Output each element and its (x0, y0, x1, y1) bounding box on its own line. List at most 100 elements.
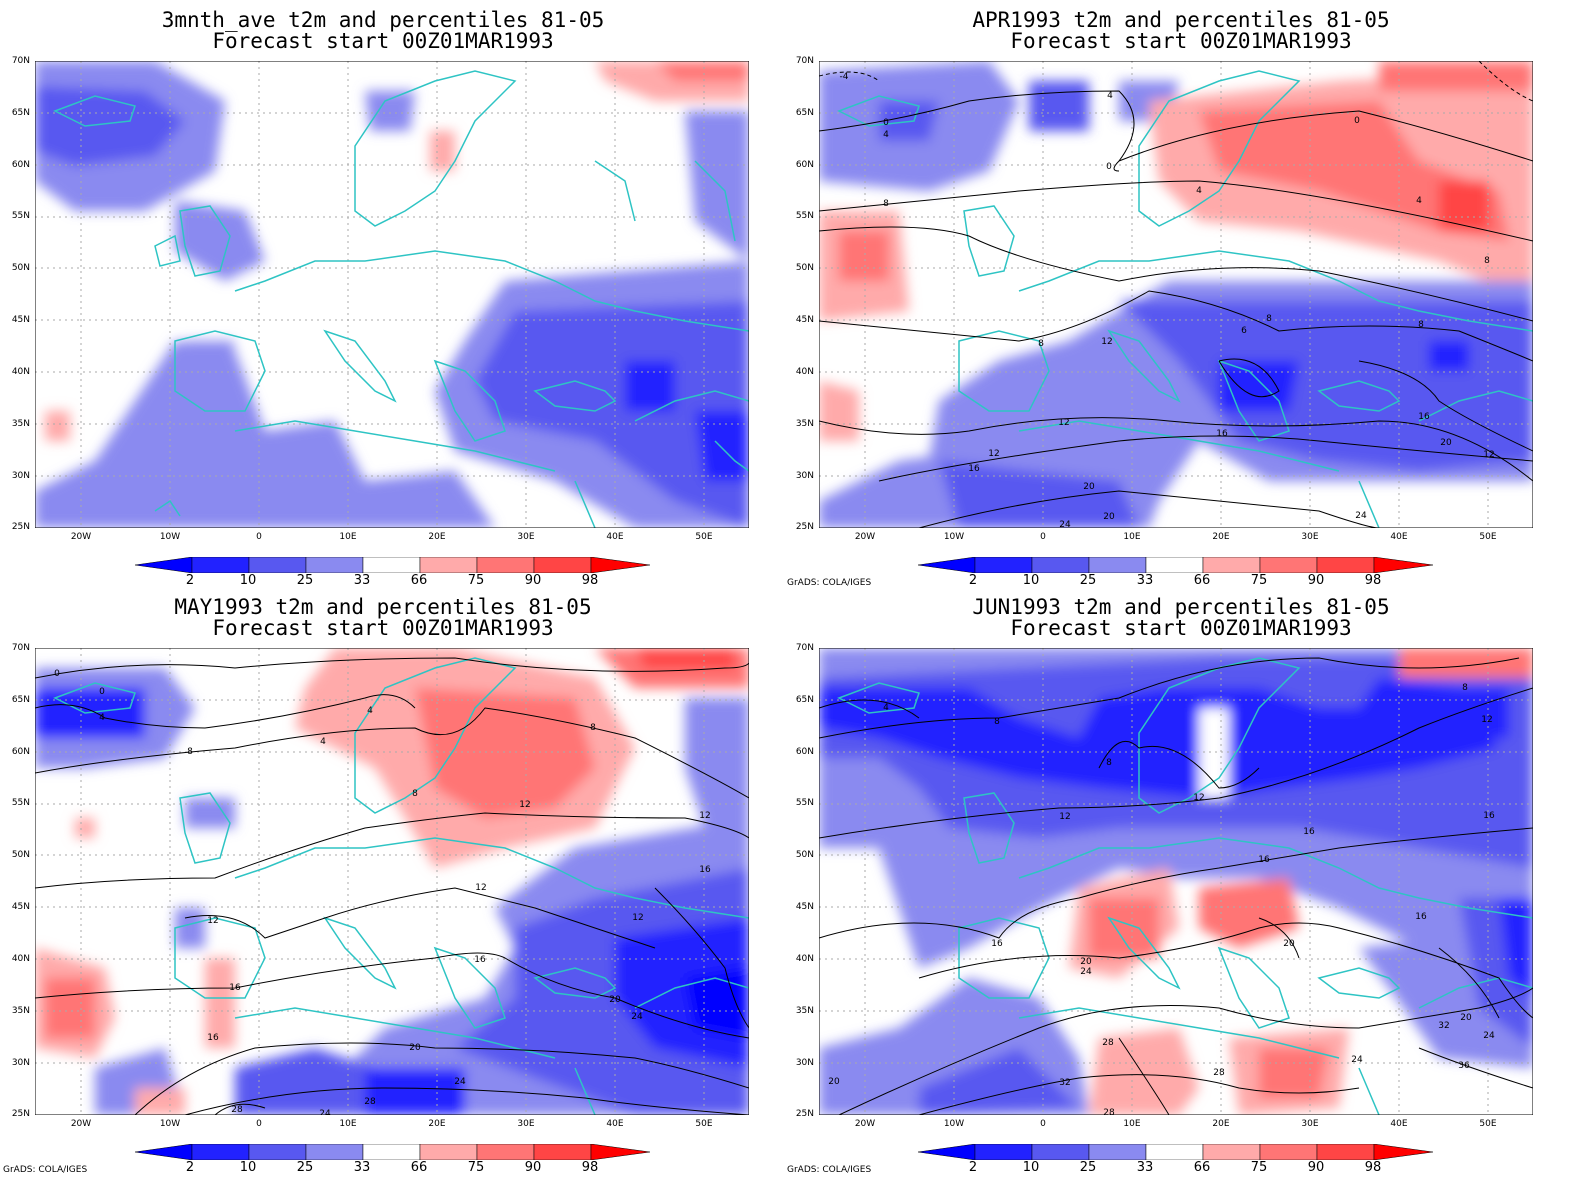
lon-label: 20E (428, 1119, 446, 1129)
lon-label: 20W (854, 1119, 876, 1129)
lon-label: 20E (428, 532, 446, 542)
colorbar-label: 10 (1022, 573, 1040, 588)
svg-text:24: 24 (319, 1109, 331, 1115)
colorbar-segment (191, 557, 250, 573)
lon-label: 20W (70, 532, 92, 542)
svg-text:16: 16 (1415, 912, 1427, 922)
svg-text:20: 20 (828, 1077, 840, 1087)
lat-label: 25N (11, 1109, 30, 1119)
panel-april-1993: APR1993 t2m and percentiles 81-05 Foreca… (783, 0, 1583, 596)
colorbar-segment (1031, 557, 1090, 573)
colorbar (135, 557, 651, 573)
lat-label: 65N (11, 695, 30, 705)
svg-text:4: 4 (1416, 196, 1422, 206)
contour-labels: -4 0 4 0 4 0 8 4 4 8 6 8 8 8 12 12 12 16… (840, 72, 1495, 528)
svg-text:8: 8 (1266, 314, 1272, 324)
svg-text:28: 28 (1102, 1038, 1114, 1048)
colorbar-label: 25 (296, 1160, 314, 1175)
svg-text:24: 24 (631, 1012, 643, 1022)
panel-title-line1: APR1993 t2m and percentiles 81-05 (972, 8, 1390, 32)
colorbar-label: 2 (185, 573, 195, 588)
lat-label: 35N (795, 1006, 814, 1016)
svg-text:8: 8 (994, 717, 1000, 727)
lat-label: 55N (11, 798, 30, 808)
coastlines (837, 657, 1533, 1115)
lat-label: 50N (795, 263, 814, 273)
map-plot: -4 0 4 0 4 0 8 4 4 8 6 8 8 8 12 12 12 16… (819, 61, 1533, 528)
colorbar-segment (1259, 1144, 1318, 1160)
map-plot: 0 0 4 4 4 8 8 8 12 12 12 12 12 16 16 16 … (35, 648, 749, 1115)
svg-text:36: 36 (1458, 1061, 1470, 1071)
colorbar-label: 98 (581, 573, 599, 588)
lat-label: 55N (795, 211, 814, 221)
svg-text:4: 4 (1196, 186, 1202, 196)
colorbar-segment (476, 557, 535, 573)
svg-text:16: 16 (474, 955, 486, 965)
lat-label: 30N (11, 1058, 30, 1068)
svg-text:24: 24 (1351, 1055, 1363, 1065)
colorbar-segment (590, 1144, 651, 1160)
colorbar-label: 75 (467, 573, 485, 588)
colorbar-label: 10 (239, 1160, 257, 1175)
lon-label: 20W (70, 1119, 92, 1129)
svg-text:12: 12 (475, 883, 486, 893)
lon-label: 10E (339, 1119, 357, 1129)
lat-label: 30N (11, 471, 30, 481)
svg-text:28: 28 (231, 1105, 243, 1115)
svg-text:8: 8 (1106, 758, 1112, 768)
colorbar-label: 25 (1079, 573, 1097, 588)
panel-may-1993: MAY1993 t2m and percentiles 81-05 Foreca… (0, 587, 780, 1187)
svg-text:20: 20 (409, 1043, 421, 1053)
lon-label: 30E (517, 532, 535, 542)
svg-text:8: 8 (1418, 320, 1424, 330)
lon-label: 10E (339, 532, 357, 542)
colorbar-segment (305, 1144, 364, 1160)
svg-text:8: 8 (883, 199, 889, 209)
grads-credit: GrADS: COLA/IGES (3, 1165, 88, 1175)
colorbar-segment (590, 557, 651, 573)
colorbar-label: 2 (968, 573, 978, 588)
colorbar-label: 33 (353, 573, 371, 588)
lat-label: 50N (795, 850, 814, 860)
svg-text:20: 20 (609, 995, 621, 1005)
colorbar-label: 10 (1022, 1160, 1040, 1175)
lat-label: 45N (11, 315, 30, 325)
lat-label: 70N (795, 643, 814, 653)
colorbar-label: 75 (1250, 573, 1268, 588)
lat-label: 25N (795, 522, 814, 532)
lat-label: 70N (11, 643, 30, 653)
svg-text:24: 24 (1080, 967, 1092, 977)
colorbar-segment (362, 557, 421, 573)
svg-text:16: 16 (1418, 412, 1430, 422)
svg-text:12: 12 (1193, 793, 1204, 803)
lon-label: 10W (159, 1119, 181, 1129)
panel-3month-average: 3mnth_ave t2m and percentiles 81-05 Fore… (0, 0, 780, 596)
colorbar-label: 90 (1307, 573, 1325, 588)
svg-text:4: 4 (883, 703, 889, 713)
svg-text:32: 32 (1438, 1021, 1449, 1031)
colorbar-segment (1088, 557, 1147, 573)
lat-label: 60N (795, 747, 814, 757)
lon-label: 40E (606, 1119, 624, 1129)
colorbar-label: 66 (410, 1160, 428, 1175)
svg-text:4: 4 (99, 713, 105, 723)
colorbar-segment (248, 1144, 307, 1160)
lon-label: 20W (854, 532, 876, 542)
lon-label: 30E (1301, 1119, 1319, 1129)
svg-text:28: 28 (1213, 1068, 1225, 1078)
lon-label: 50E (1479, 1119, 1497, 1129)
colorbar-label: 98 (1364, 573, 1382, 588)
lat-label: 40N (795, 367, 814, 377)
lat-label: 45N (795, 315, 814, 325)
svg-text:12: 12 (988, 449, 999, 459)
lon-label: 10W (943, 1119, 965, 1129)
colorbar-label: 66 (1193, 573, 1211, 588)
colorbar-segment (918, 557, 976, 573)
colorbar-segment (1259, 557, 1318, 573)
lat-label: 65N (795, 108, 814, 118)
lat-label: 35N (11, 419, 30, 429)
svg-text:28: 28 (1103, 1108, 1115, 1115)
colorbar-label: 33 (1136, 573, 1154, 588)
percentile-shading (819, 61, 1533, 528)
colorbar-segment (1145, 1144, 1204, 1160)
